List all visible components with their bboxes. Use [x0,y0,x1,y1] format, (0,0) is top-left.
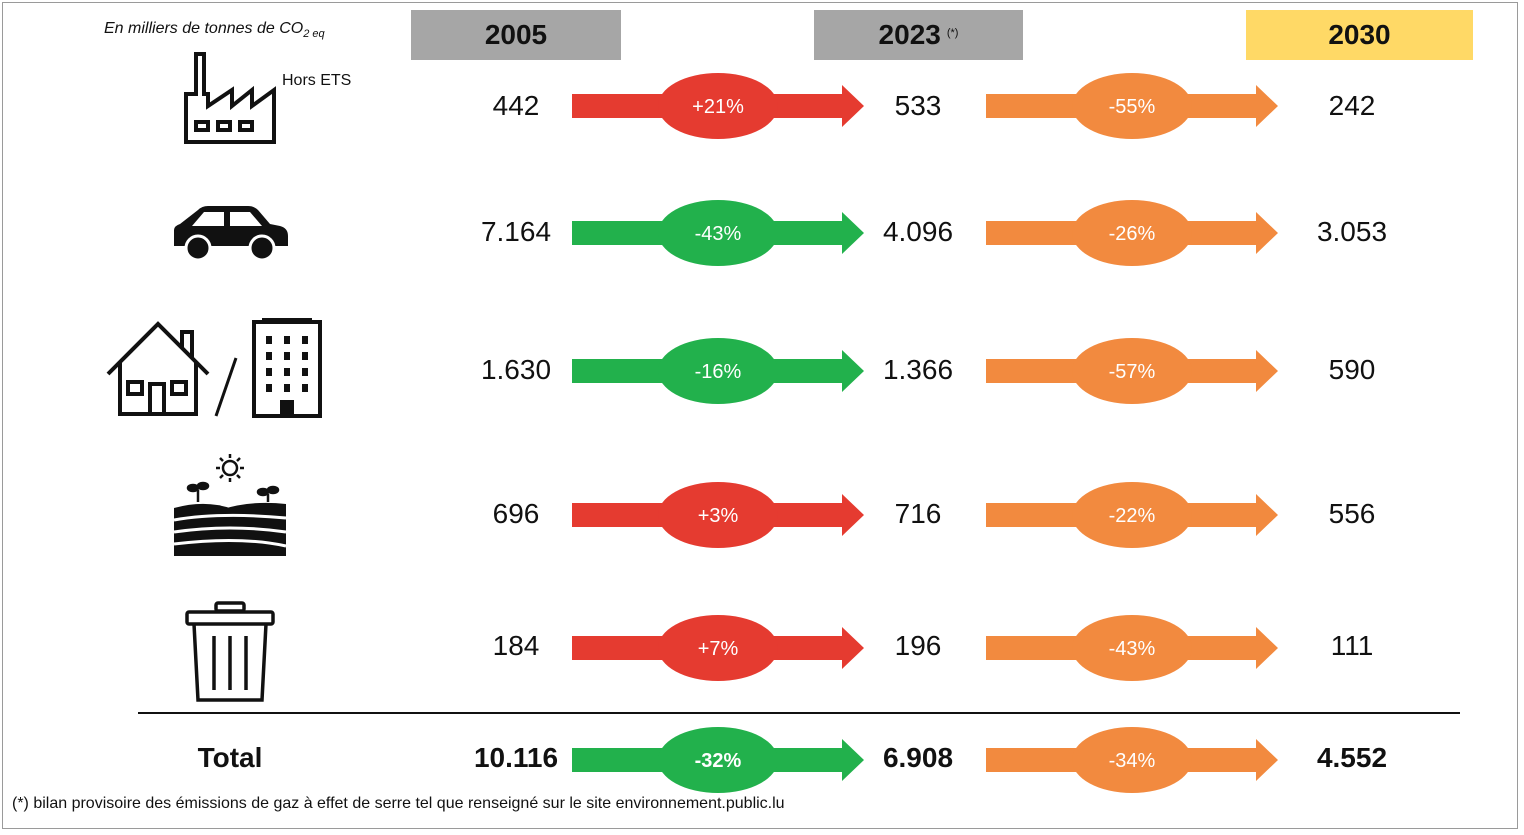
change-2005-2023-arrow: +7% [572,615,864,681]
value-2023: 533 [894,90,942,121]
change-2023-2030-arrow: -22% [986,482,1278,548]
change-2023-2030-arrow-badge [1072,73,1192,139]
car-icon [174,206,288,262]
total-separator [138,712,1460,714]
total-change-2005-2023-arrow: -32% [572,727,864,793]
change-2023-2030-arrow-label: -43% [1109,638,1156,660]
change-2005-2023-arrow-badge [658,338,778,404]
change-2023-2030-arrow: -57% [986,338,1278,404]
value-2030: 242 [1328,90,1376,121]
value-2023: 196 [894,630,942,661]
change-2005-2023-arrow: +21% [572,73,864,139]
hors-ets-label: Hors ETS [282,72,352,89]
value-2005: 696 [492,498,540,529]
value-2030: 590 [1328,354,1376,385]
change-2023-2030-arrow: -26% [986,200,1278,266]
total-2005: 10.116 [473,742,559,773]
change-2023-2030-arrow-label: -22% [1109,505,1156,527]
factory-icon [184,52,276,144]
total-change-2005-2023-arrow-badge [658,727,778,793]
change-2023-2030-arrow: -55% [986,73,1278,139]
value-2005: 184 [492,630,540,661]
unit-label: En milliers de tonnes de CO2 eq [104,20,325,41]
house-building-icon [106,318,322,418]
change-2005-2023-arrow-badge [658,73,778,139]
change-2023-2030-arrow: -43% [986,615,1278,681]
value-2005: 1.630 [480,354,552,385]
change-2005-2023-arrow-badge [658,482,778,548]
value-2005: 7.164 [480,216,552,247]
total-change-2005-2023-arrow-label: -32% [695,750,742,772]
change-2005-2023-arrow-label: +7% [698,638,739,660]
total-label: Total [197,742,263,773]
header-2030: 2030 [1246,10,1473,60]
agriculture-field-icon [173,454,287,556]
total-change-2023-2030-arrow-label: -34% [1109,750,1156,772]
change-2023-2030-arrow-badge [1072,338,1192,404]
value-2030: 111 [1330,630,1374,661]
change-2005-2023-arrow-label: -43% [695,223,742,245]
change-2005-2023-arrow: -16% [572,338,864,404]
header-2023: 2023 (*) [814,10,1023,60]
total-change-2023-2030-arrow-badge [1072,727,1192,793]
value-2023: 4.096 [882,216,954,247]
value-2005: 442 [492,90,540,121]
total-2030: 4.552 [1316,742,1388,773]
value-2023: 1.366 [882,354,954,385]
change-2023-2030-arrow-badge [1072,482,1192,548]
change-2023-2030-arrow-label: -57% [1109,361,1156,383]
change-2005-2023-arrow-label: +3% [698,505,739,527]
header-2023-note: (*) [946,27,959,39]
value-2023: 716 [894,498,942,529]
total-change-2023-2030-arrow: -34% [986,727,1278,793]
change-2005-2023-arrow: -43% [572,200,864,266]
change-2023-2030-arrow-badge [1072,615,1192,681]
change-2005-2023-arrow: +3% [572,482,864,548]
value-2030: 3.053 [1316,216,1388,247]
value-2030: 556 [1328,498,1376,529]
trash-bin-icon [185,601,275,702]
change-2005-2023-arrow-label: +21% [692,96,744,118]
change-2005-2023-arrow-badge [658,615,778,681]
change-2005-2023-arrow-label: -16% [695,361,742,383]
change-2023-2030-arrow-label: -26% [1109,223,1156,245]
change-2005-2023-arrow-badge [658,200,778,266]
change-2023-2030-arrow-label: -55% [1109,96,1156,118]
header-2005: 2005 [411,10,621,60]
footnote: (*) bilan provisoire des émissions de ga… [12,795,785,812]
change-2023-2030-arrow-badge [1072,200,1192,266]
total-2023: 6.908 [882,742,954,773]
